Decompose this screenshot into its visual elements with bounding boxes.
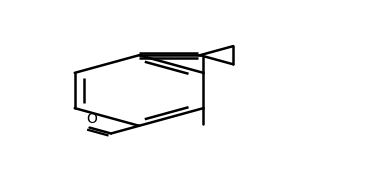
Text: O: O	[86, 112, 97, 126]
